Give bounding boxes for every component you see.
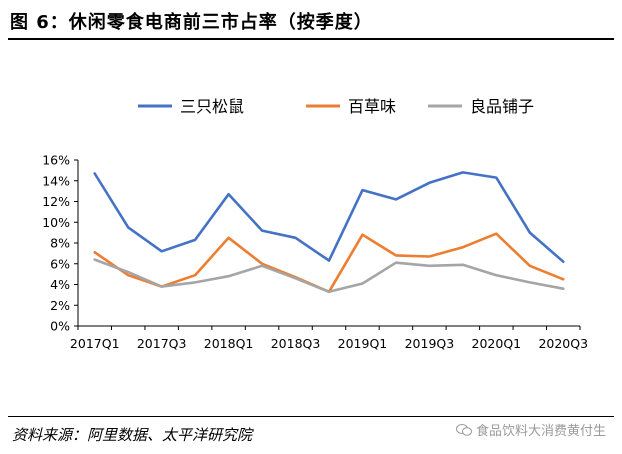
x-tick-label: 2017Q3 xyxy=(137,336,187,351)
x-tick-label: 2017Q1 xyxy=(70,336,120,351)
y-tick-label: 16% xyxy=(42,153,70,168)
source-rule xyxy=(8,416,614,417)
legend: 三只松鼠 百草味 良品铺子 xyxy=(138,97,534,116)
y-tick-label: 14% xyxy=(42,173,70,188)
figure-title: 图 6：休闲零食电商前三市占率（按季度） xyxy=(10,12,373,33)
x-tick-label: 2020Q1 xyxy=(472,336,522,351)
wechat-icon xyxy=(455,423,472,436)
y-tick-label: 8% xyxy=(50,236,70,251)
y-tick-label: 12% xyxy=(42,194,70,209)
x-tick-label: 2019Q1 xyxy=(338,336,388,351)
x-tick-label: 2020Q3 xyxy=(538,336,588,351)
series-line-1 xyxy=(93,171,565,263)
y-tick-label: 0% xyxy=(50,319,70,334)
y-tick-label: 10% xyxy=(42,215,70,230)
series-line-3 xyxy=(93,258,565,294)
plot-area xyxy=(93,171,565,294)
legend-label-3: 良品铺子 xyxy=(470,97,534,116)
y-tick-label: 6% xyxy=(50,256,70,271)
watermark: 食品饮料大消费黄付生 xyxy=(455,420,606,439)
line-chart: 三只松鼠 百草味 良品铺子 0% 2% 4% 6% 8% 10% 12% 14% 16% 2017Q… xyxy=(42,97,588,351)
y-tick-label: 2% xyxy=(50,298,70,313)
title-rule xyxy=(8,38,614,40)
x-axis: 2017Q1 2017Q3 2018Q1 2018Q3 2019Q1 2019Q3 2020… xyxy=(70,325,588,351)
x-tick-label: 2019Q3 xyxy=(405,336,455,351)
series-line-2 xyxy=(93,232,565,294)
legend-label-1: 三只松鼠 xyxy=(180,97,244,116)
y-axis: 0% 2% 4% 6% 8% 10% 12% 14% 16% xyxy=(42,153,79,334)
source-note: 资料来源：阿里数据、太平洋研究院 xyxy=(12,426,253,444)
watermark-text: 食品饮料大消费黄付生 xyxy=(475,424,606,439)
x-tick-label: 2018Q1 xyxy=(204,336,254,351)
legend-label-2: 百草味 xyxy=(348,97,396,116)
y-tick-label: 4% xyxy=(50,277,70,292)
x-tick-label: 2018Q3 xyxy=(271,336,321,351)
